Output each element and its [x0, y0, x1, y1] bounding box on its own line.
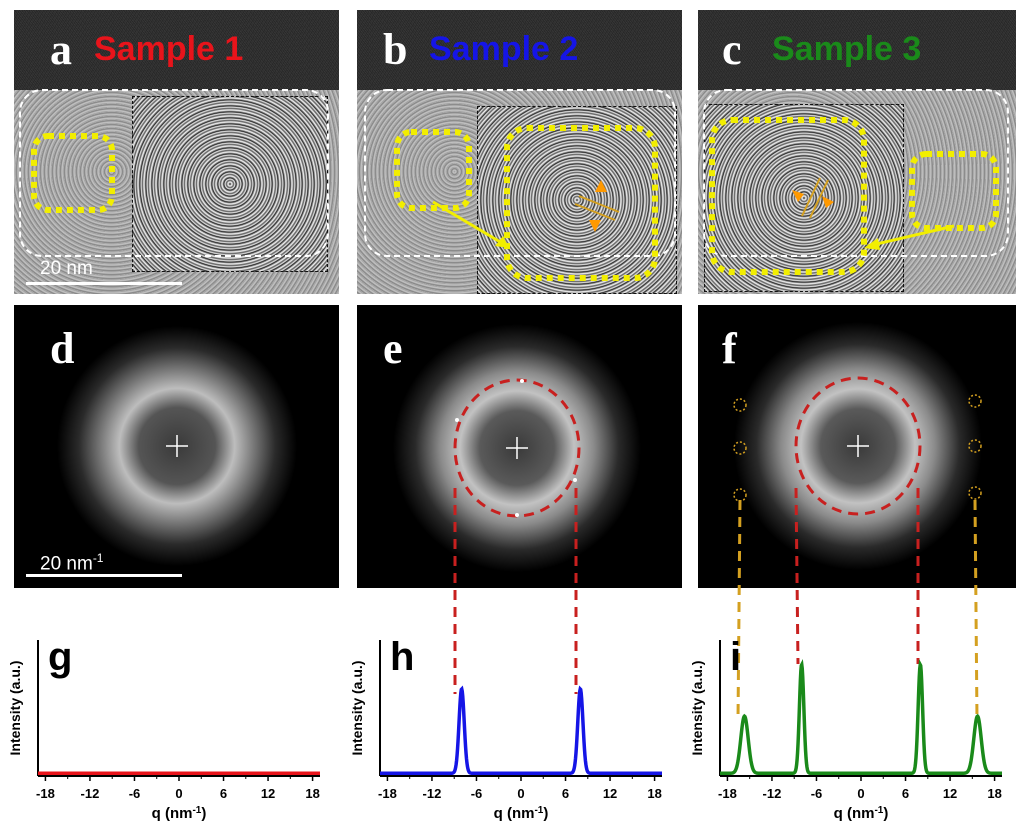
- outer-spot-marker: [968, 394, 982, 408]
- x-tick-label: 12: [943, 786, 957, 801]
- sample-label-1: Sample 1: [94, 30, 244, 68]
- x-tick-label: 18: [305, 786, 319, 801]
- y-axis-label: Intensity (a.u.): [689, 661, 705, 756]
- x-tick-label: -6: [129, 786, 141, 801]
- lattice-line: [578, 195, 620, 213]
- panel-letter-c: c: [722, 25, 742, 74]
- lattice-line: [801, 177, 821, 217]
- overlay-a: [19, 89, 329, 257]
- x-tick-label: 18: [647, 786, 661, 801]
- highlight-box-small: [909, 151, 999, 231]
- x-tick-label: -12: [423, 786, 442, 801]
- tem-image-c: c Sample 3: [698, 10, 1016, 294]
- analysis-region: [704, 104, 904, 292]
- panel-letter-g: g: [48, 635, 72, 679]
- arrow-line: [867, 224, 955, 248]
- panel-letter-i: i: [730, 635, 741, 679]
- x-tick-label: 12: [603, 786, 617, 801]
- x-tick-label: 0: [857, 786, 864, 801]
- film-outline: [19, 89, 329, 257]
- outer-spot-marker: [968, 486, 982, 500]
- fft-pattern-d: [57, 326, 297, 566]
- panel-letter-e: e: [383, 324, 403, 373]
- fft-image-f: f: [698, 305, 1016, 588]
- outer-spot-marker: [733, 398, 747, 412]
- x-axis-label: q (nm-1): [152, 805, 207, 823]
- diffraction-spot: [455, 418, 459, 422]
- x-tick-label: 12: [261, 786, 275, 801]
- scale-bar-real-label: 20 nm: [40, 258, 93, 279]
- diffraction-spot: [520, 379, 524, 383]
- outer-spot-marker: [733, 441, 747, 455]
- scale-recip-sup: -1: [92, 551, 104, 565]
- film-outline: [364, 89, 676, 257]
- highlight-box: [31, 133, 115, 213]
- panel-letter-d: d: [50, 324, 75, 373]
- fft-image-d: d 20 nm-1: [14, 305, 339, 588]
- tem-image-b: b Sample 2: [357, 10, 682, 294]
- x-tick-label: 6: [220, 786, 227, 801]
- tem-image-a: a Sample 1 20 nm: [14, 10, 339, 294]
- orange-arrow: [595, 180, 607, 192]
- diffraction-spot: [573, 478, 577, 482]
- tem-substrate: [14, 10, 339, 90]
- tem-substrate: [357, 10, 682, 90]
- orange-arrow: [589, 220, 601, 232]
- x-axis-label: q (nm-1): [494, 805, 549, 823]
- panel-letter-f: f: [722, 324, 737, 373]
- x-tick-label: -6: [471, 786, 483, 801]
- panel-letter-b: b: [383, 25, 408, 74]
- overlay-c: [703, 89, 1009, 275]
- lattice-line: [809, 179, 829, 219]
- x-tick-label: 6: [902, 786, 909, 801]
- x-axis-label: q (nm-1): [834, 805, 889, 823]
- intensity-profile-h: -18 -12 -6 0 6 12 18 q (nm-1) Intensity (a.u.) h: [349, 635, 662, 823]
- diffraction-ring-dashed: [453, 378, 581, 518]
- x-tick-label: 18: [987, 786, 1001, 801]
- x-tick-label: 6: [562, 786, 569, 801]
- sample-label-2: Sample 2: [429, 30, 579, 68]
- diffraction-spot: [515, 513, 519, 517]
- scale-bar-reciprocal: [26, 574, 182, 577]
- x-tick-label: 0: [517, 786, 524, 801]
- fft-image-e: e: [357, 305, 682, 588]
- intensity-profile-i: -18 -12 -6 0 6 12 18 q (nm-1) Intensity (a.u.) i: [689, 635, 1002, 823]
- film-outline: [703, 89, 1009, 257]
- overlay-b: [364, 89, 676, 281]
- fft-pattern-f: [733, 322, 982, 570]
- arrow-head: [864, 238, 880, 250]
- intensity-profile-g: -18 -12 -6 0 6 12 18 q (nm-1) Intensity (a.u.) g: [7, 635, 320, 823]
- intensity-curve: [720, 658, 1002, 776]
- panel-letter-h: h: [390, 635, 414, 679]
- highlight-box-small: [394, 129, 472, 211]
- scale-bar-reciprocal-label: 20 nm-1: [40, 551, 103, 575]
- intensity-curve: [380, 685, 662, 776]
- x-tick-label: -18: [378, 786, 397, 801]
- x-tick-label: -6: [811, 786, 823, 801]
- x-tick-label: -18: [718, 786, 737, 801]
- fft-pattern-e: [393, 324, 641, 572]
- sample-label-3: Sample 3: [772, 30, 922, 68]
- tem-substrate: [698, 10, 1016, 90]
- orange-arrow: [822, 196, 834, 208]
- outer-spot-marker: [968, 439, 982, 453]
- arrow-head: [495, 236, 509, 248]
- orange-arrow: [792, 190, 804, 202]
- x-tick-label: -12: [81, 786, 100, 801]
- highlight-box-large: [709, 117, 867, 275]
- scale-recip-main: 20 nm: [40, 553, 93, 575]
- lattice-line: [574, 203, 616, 221]
- panel-letter-a: a: [50, 25, 72, 74]
- x-tick-label: 0: [175, 786, 182, 801]
- y-axis-label: Intensity (a.u.): [7, 661, 23, 756]
- x-tick-label: -18: [36, 786, 55, 801]
- diffraction-ring-dashed: [794, 376, 922, 516]
- highlight-box-large: [504, 125, 658, 281]
- scale-bar-real: [26, 282, 182, 285]
- arrow-line: [432, 200, 508, 248]
- x-tick-label: -12: [763, 786, 782, 801]
- y-axis-label: Intensity (a.u.): [349, 661, 365, 756]
